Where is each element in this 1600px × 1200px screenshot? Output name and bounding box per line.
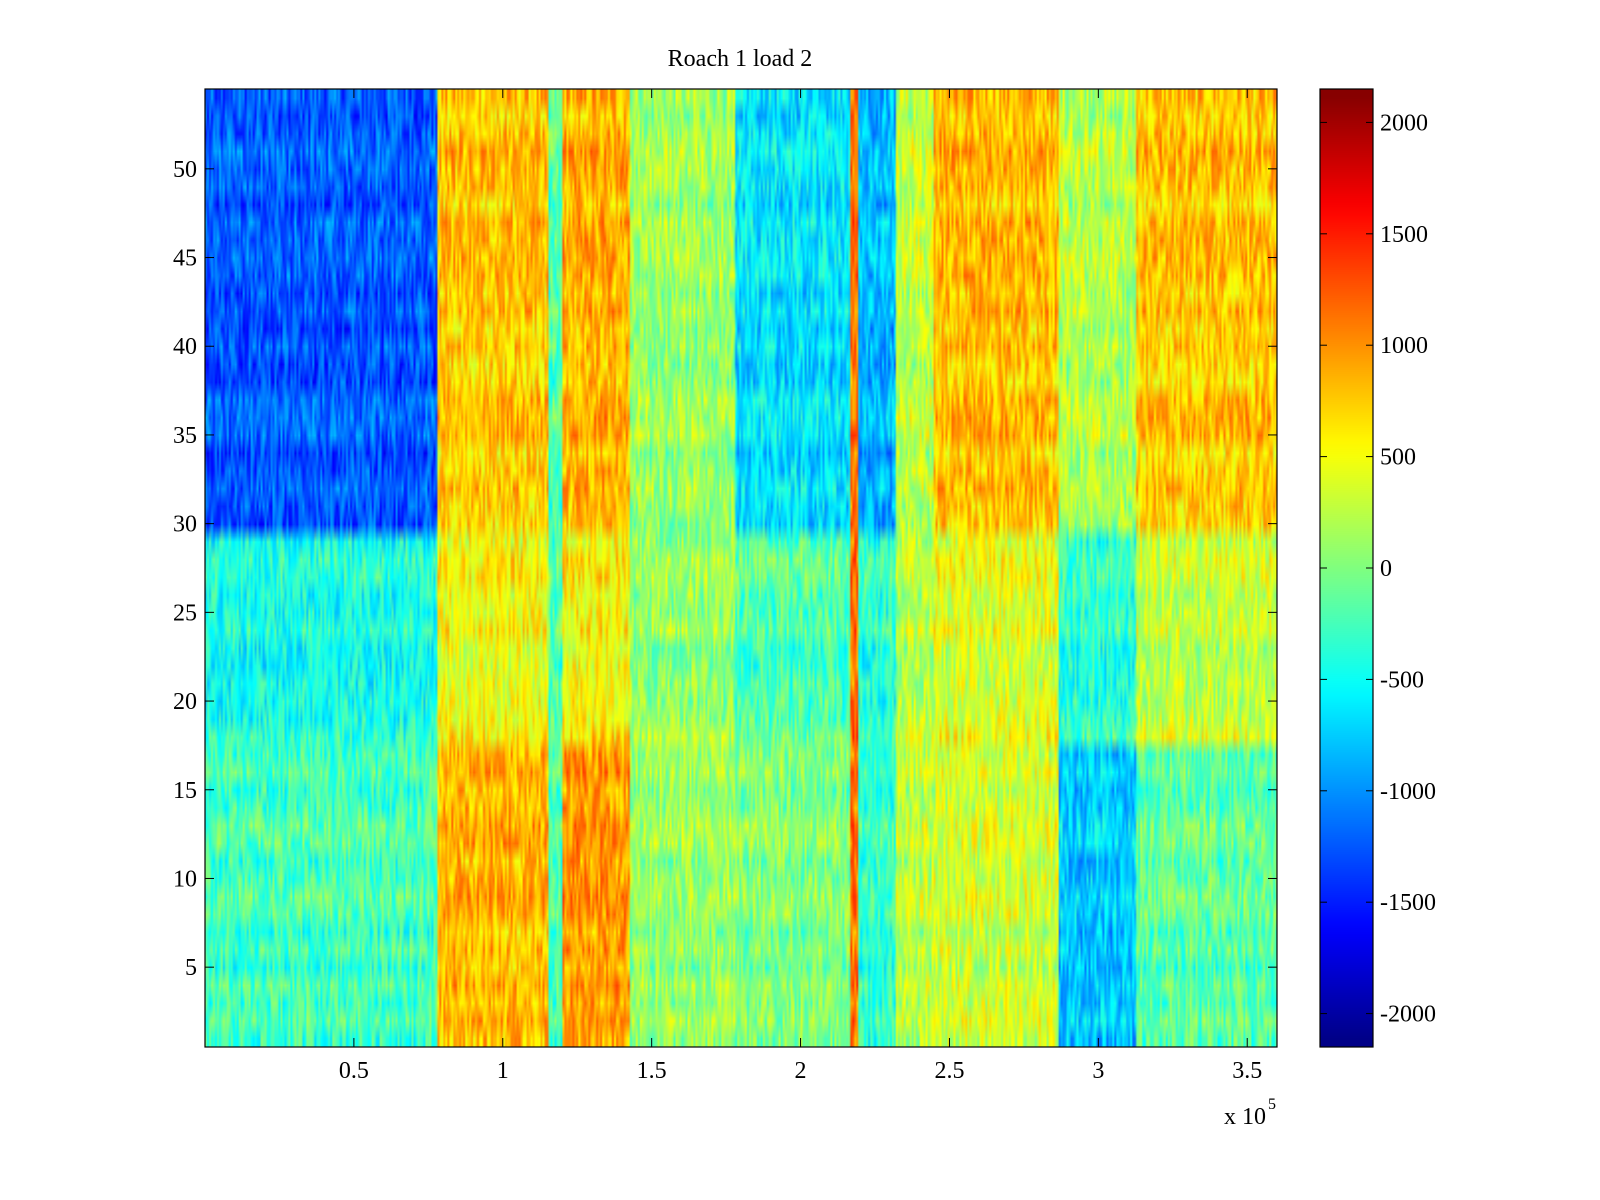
y-tick-label: 50 [173,157,197,183]
y-tick-label: 35 [173,423,197,449]
x-tick-label: 2 [795,1058,807,1084]
colorbar: -2000 -1500 -1000 -500 0 500 1000 1500 2000 [1319,88,1436,1048]
y-tick-label: 45 [173,246,197,272]
colorbar-tick-label: 500 [1380,445,1416,471]
x-tick-label: 1.5 [637,1058,667,1084]
colorbar-tick-label: -1000 [1380,779,1436,805]
plot-frame [204,88,1278,1048]
x-tick-label: 3.5 [1232,1058,1262,1084]
colorbar-tick-label: 0 [1380,556,1392,582]
colorbar-gradient [1320,89,1373,1047]
colorbar-tick-label: 1000 [1380,333,1428,359]
y-tick-label: 15 [173,778,197,804]
x-axis-multiplier: x 10 5 [1224,1096,1276,1130]
y-tick-label: 20 [173,689,197,715]
y-tick-label: 40 [173,334,197,360]
y-axis: 5 10 15 20 25 30 35 40 45 50 [173,157,1277,981]
x-multiplier-exponent: 5 [1268,1096,1276,1113]
colorbar-tick-label: -500 [1380,667,1424,693]
chart-title: Roach 1 load 2 [668,46,813,72]
x-multiplier-label: x 10 [1224,1104,1266,1130]
x-axis: 0.5 1 1.5 2 2.5 3 3.5 [339,89,1262,1084]
x-tick-label: 3 [1092,1058,1104,1084]
colorbar-tick-label: -1500 [1380,890,1436,916]
x-tick-label: 1 [497,1058,509,1084]
x-tick-label: 0.5 [339,1058,369,1084]
heatmap-cells [205,89,1277,1047]
colorbar-tick-label: 1500 [1380,222,1428,248]
colorbar-tick-label: 2000 [1380,110,1428,136]
heatmap-plot-area [204,88,1278,1048]
y-tick-label: 30 [173,512,197,538]
colorbar-tick-label: -2000 [1380,1002,1436,1028]
y-tick-label: 25 [173,600,197,626]
colorbar-ticks: -2000 -1500 -1000 -500 0 500 1000 1500 2000 [1320,110,1436,1028]
y-tick-label: 5 [185,955,197,981]
y-tick-label: 10 [173,866,197,892]
x-tick-label: 2.5 [934,1058,964,1084]
